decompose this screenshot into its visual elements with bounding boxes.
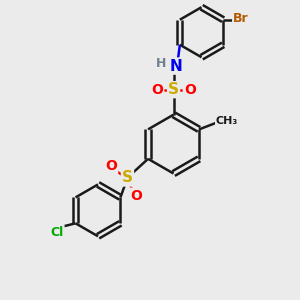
Text: Br: Br: [233, 12, 249, 25]
Text: O: O: [184, 82, 196, 97]
Text: O: O: [130, 189, 142, 202]
Text: H: H: [156, 57, 166, 70]
Text: Cl: Cl: [50, 226, 64, 239]
Text: N: N: [169, 58, 182, 74]
Text: O: O: [105, 159, 117, 173]
Text: S: S: [122, 170, 133, 185]
Text: O: O: [152, 82, 163, 97]
Text: S: S: [168, 82, 179, 97]
Text: CH₃: CH₃: [216, 116, 238, 126]
